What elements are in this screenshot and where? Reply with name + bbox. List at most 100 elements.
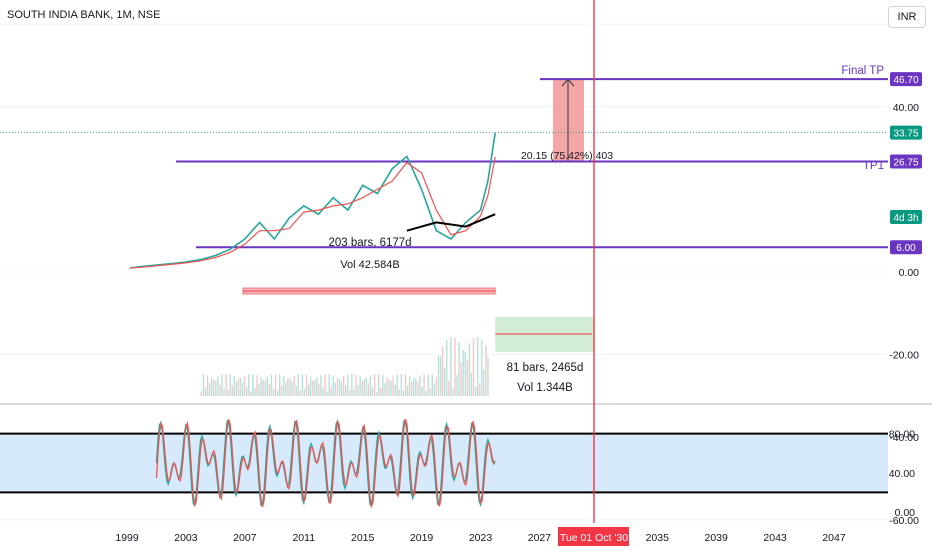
volume-bar (481, 339, 483, 396)
price-line (129, 132, 496, 269)
volume-bar (332, 375, 335, 396)
volume-bar (413, 378, 415, 396)
volume-bar (417, 382, 419, 396)
x-tick-label: 2047 (822, 532, 846, 544)
volume-bar (460, 362, 462, 396)
volume-bar (384, 383, 386, 396)
volume-bar (437, 355, 440, 396)
price-label: 6.00 (896, 243, 916, 254)
volume-bar (318, 383, 320, 396)
price-label-box (890, 72, 922, 87)
volume-bar (221, 374, 223, 396)
volume-bar (324, 374, 326, 396)
volume-bar (474, 386, 477, 396)
price-label: 4d 3h (893, 213, 918, 224)
trend-line (406, 213, 496, 232)
volume-bar (237, 378, 240, 396)
volume-bar (357, 385, 359, 396)
volume-bar (336, 377, 339, 396)
oscillator-d-line (155, 418, 496, 509)
volume-bar (239, 378, 242, 396)
volume-bar (454, 337, 456, 396)
volume-bar (215, 380, 217, 396)
volume-bar (314, 379, 316, 396)
volume-bar (404, 374, 407, 396)
price-label-box (890, 240, 922, 255)
volume-bar (311, 380, 314, 396)
volume-bar (351, 374, 353, 396)
oscillator-tick-label: 80.00 (889, 429, 915, 441)
x-tick-label: 2027 (528, 532, 552, 544)
volume-bar (361, 381, 363, 396)
volume-bar (276, 390, 279, 396)
volume-bar (254, 388, 256, 396)
volume-bar (295, 386, 297, 396)
volume-bar (252, 374, 254, 396)
projection-bars-label: 81 bars, 2465d (507, 362, 584, 374)
currency-button[interactable]: INR (888, 6, 926, 28)
volume-bar (472, 338, 475, 396)
price-label: 46.70 (893, 75, 918, 86)
price-label-box (890, 154, 922, 169)
volume-bar (200, 392, 203, 396)
volume-bar (330, 386, 332, 396)
x-tick-label: 2015 (351, 532, 375, 544)
volume-bar (235, 381, 238, 396)
volume-bar (281, 386, 283, 396)
volume-bar (427, 374, 429, 396)
volume-bar (398, 389, 401, 396)
volume-bar (322, 387, 324, 396)
volume-bar (435, 377, 438, 396)
volume-bar (316, 377, 318, 396)
volume-bar (229, 374, 231, 396)
volume-bar (406, 385, 409, 396)
tp1-label: TP1 (863, 160, 884, 172)
volume-bar (373, 374, 376, 396)
volume-bar (227, 390, 229, 396)
y-tick-label: 40.00 (893, 102, 919, 114)
volume-bar (260, 377, 262, 396)
volume-bar (386, 377, 388, 396)
volume-bar (305, 374, 308, 396)
volume-bar (272, 388, 275, 396)
volume-bar (291, 381, 293, 396)
volume-bar (408, 376, 411, 396)
volume-bar (468, 343, 471, 396)
volume-bar (270, 374, 273, 396)
volume-bar (334, 382, 337, 396)
volume-bar (392, 376, 394, 396)
volume-bar (485, 345, 487, 396)
x-tick-label: 2019 (410, 532, 434, 544)
volume-bar (390, 380, 392, 396)
volume-bar (441, 346, 444, 396)
volume-bar (256, 375, 258, 396)
volume-bar (462, 349, 464, 396)
x-tick-label: 2003 (174, 532, 198, 544)
volume-bar (340, 381, 343, 396)
x-tick-label: 2043 (763, 532, 787, 544)
y-tick-label: -40.00 (889, 432, 919, 444)
volume-bar (279, 374, 281, 396)
volume-bar (363, 379, 365, 396)
final-tp-label: Final TP (841, 65, 884, 77)
volume-bar (367, 382, 370, 396)
volume-bar (258, 383, 260, 396)
volume-bar (355, 374, 357, 396)
volume-bar (219, 384, 221, 396)
volume-bar (262, 379, 264, 396)
volume-bar (328, 374, 330, 396)
volume-bar (202, 374, 205, 396)
y-tick-label: -20.00 (889, 350, 919, 362)
volume-bar (248, 374, 250, 396)
volume-bar (470, 372, 473, 396)
volume-bar (421, 386, 423, 396)
volume-bar (431, 374, 433, 396)
volume-bar (241, 382, 244, 396)
volume-bar (375, 391, 378, 396)
volume-bar (479, 383, 481, 396)
volume-bar (326, 391, 328, 396)
volume-bar (450, 337, 452, 396)
volume-bar (225, 374, 227, 396)
